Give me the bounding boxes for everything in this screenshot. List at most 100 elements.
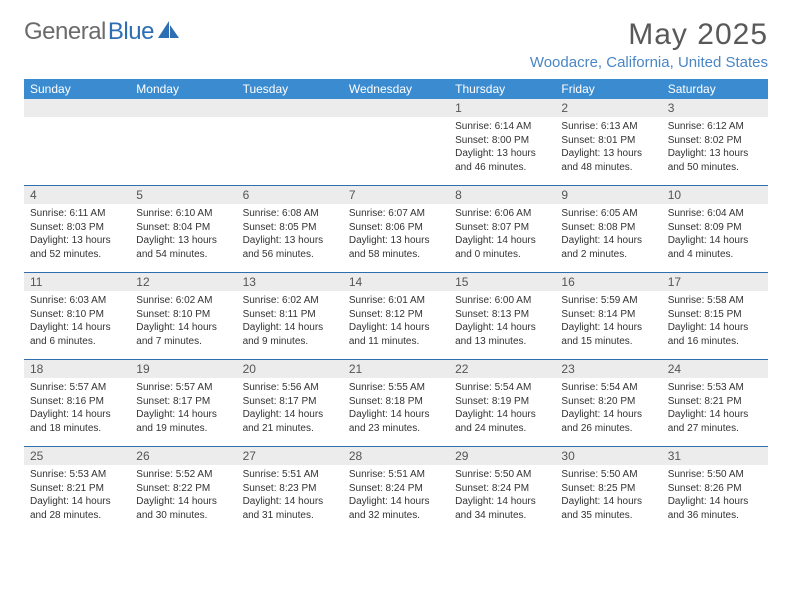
- sunrise-line: Sunrise: 6:01 AM: [349, 294, 443, 308]
- day-cell: 19Sunrise: 5:57 AMSunset: 8:17 PMDayligh…: [130, 360, 236, 446]
- day-body: Sunrise: 5:58 AMSunset: 8:15 PMDaylight:…: [662, 291, 768, 354]
- day-cell: 4Sunrise: 6:11 AMSunset: 8:03 PMDaylight…: [24, 186, 130, 272]
- sunset-line: Sunset: 8:18 PM: [349, 395, 443, 409]
- day-number: 9: [555, 186, 661, 204]
- day-number: 7: [343, 186, 449, 204]
- sunrise-line: Sunrise: 5:50 AM: [455, 468, 549, 482]
- sunset-line: Sunset: 8:20 PM: [561, 395, 655, 409]
- day-cell: 24Sunrise: 5:53 AMSunset: 8:21 PMDayligh…: [662, 360, 768, 446]
- daylight-line: Daylight: 14 hours and 28 minutes.: [30, 495, 124, 522]
- sunset-line: Sunset: 8:05 PM: [243, 221, 337, 235]
- day-cell: 8Sunrise: 6:06 AMSunset: 8:07 PMDaylight…: [449, 186, 555, 272]
- day-body: Sunrise: 5:55 AMSunset: 8:18 PMDaylight:…: [343, 378, 449, 441]
- sunrise-line: Sunrise: 6:02 AM: [136, 294, 230, 308]
- day-body: Sunrise: 5:54 AMSunset: 8:19 PMDaylight:…: [449, 378, 555, 441]
- daylight-line: Daylight: 13 hours and 50 minutes.: [668, 147, 762, 174]
- sunrise-line: Sunrise: 5:54 AM: [561, 381, 655, 395]
- day-body: Sunrise: 6:14 AMSunset: 8:00 PMDaylight:…: [449, 117, 555, 180]
- day-cell: 21Sunrise: 5:55 AMSunset: 8:18 PMDayligh…: [343, 360, 449, 446]
- day-number: 12: [130, 273, 236, 291]
- day-number: 25: [24, 447, 130, 465]
- day-cell: [237, 99, 343, 185]
- day-body: Sunrise: 5:51 AMSunset: 8:24 PMDaylight:…: [343, 465, 449, 528]
- day-body: Sunrise: 6:03 AMSunset: 8:10 PMDaylight:…: [24, 291, 130, 354]
- daylight-line: Daylight: 14 hours and 36 minutes.: [668, 495, 762, 522]
- calendar-page: GeneralBlue May 2025 Woodacre, Californi…: [0, 0, 792, 551]
- sunset-line: Sunset: 8:03 PM: [30, 221, 124, 235]
- day-number: 29: [449, 447, 555, 465]
- sunset-line: Sunset: 8:22 PM: [136, 482, 230, 496]
- day-cell: 7Sunrise: 6:07 AMSunset: 8:06 PMDaylight…: [343, 186, 449, 272]
- daylight-line: Daylight: 14 hours and 16 minutes.: [668, 321, 762, 348]
- sunrise-line: Sunrise: 5:52 AM: [136, 468, 230, 482]
- sunrise-line: Sunrise: 6:00 AM: [455, 294, 549, 308]
- day-number: 28: [343, 447, 449, 465]
- sunrise-line: Sunrise: 6:11 AM: [30, 207, 124, 221]
- day-number: 19: [130, 360, 236, 378]
- sunrise-line: Sunrise: 6:13 AM: [561, 120, 655, 134]
- brand-part2: Blue: [108, 18, 154, 46]
- day-body: Sunrise: 5:56 AMSunset: 8:17 PMDaylight:…: [237, 378, 343, 441]
- day-body: Sunrise: 6:12 AMSunset: 8:02 PMDaylight:…: [662, 117, 768, 180]
- sunset-line: Sunset: 8:01 PM: [561, 134, 655, 148]
- sunrise-line: Sunrise: 5:53 AM: [668, 381, 762, 395]
- daylight-line: Daylight: 13 hours and 48 minutes.: [561, 147, 655, 174]
- week-row: 11Sunrise: 6:03 AMSunset: 8:10 PMDayligh…: [24, 272, 768, 359]
- day-cell: 26Sunrise: 5:52 AMSunset: 8:22 PMDayligh…: [130, 447, 236, 533]
- day-number: 15: [449, 273, 555, 291]
- day-body: Sunrise: 6:07 AMSunset: 8:06 PMDaylight:…: [343, 204, 449, 267]
- day-number: [343, 99, 449, 117]
- day-cell: 14Sunrise: 6:01 AMSunset: 8:12 PMDayligh…: [343, 273, 449, 359]
- title-block: May 2025 Woodacre, California, United St…: [530, 18, 768, 71]
- daylight-line: Daylight: 13 hours and 46 minutes.: [455, 147, 549, 174]
- sunset-line: Sunset: 8:24 PM: [455, 482, 549, 496]
- day-cell: 16Sunrise: 5:59 AMSunset: 8:14 PMDayligh…: [555, 273, 661, 359]
- day-cell: 3Sunrise: 6:12 AMSunset: 8:02 PMDaylight…: [662, 99, 768, 185]
- sunrise-line: Sunrise: 5:59 AM: [561, 294, 655, 308]
- sunrise-line: Sunrise: 6:08 AM: [243, 207, 337, 221]
- day-cell: 22Sunrise: 5:54 AMSunset: 8:19 PMDayligh…: [449, 360, 555, 446]
- sunset-line: Sunset: 8:13 PM: [455, 308, 549, 322]
- day-body: Sunrise: 6:02 AMSunset: 8:11 PMDaylight:…: [237, 291, 343, 354]
- day-number: 1: [449, 99, 555, 117]
- sunset-line: Sunset: 8:24 PM: [349, 482, 443, 496]
- day-number: 13: [237, 273, 343, 291]
- day-body: Sunrise: 6:13 AMSunset: 8:01 PMDaylight:…: [555, 117, 661, 180]
- sunrise-line: Sunrise: 5:54 AM: [455, 381, 549, 395]
- sunset-line: Sunset: 8:08 PM: [561, 221, 655, 235]
- daylight-line: Daylight: 13 hours and 56 minutes.: [243, 234, 337, 261]
- sunrise-line: Sunrise: 6:05 AM: [561, 207, 655, 221]
- day-body: Sunrise: 5:50 AMSunset: 8:26 PMDaylight:…: [662, 465, 768, 528]
- day-number: 4: [24, 186, 130, 204]
- day-number: 30: [555, 447, 661, 465]
- sunset-line: Sunset: 8:09 PM: [668, 221, 762, 235]
- dow-cell: Monday: [130, 79, 236, 99]
- day-body: Sunrise: 5:57 AMSunset: 8:17 PMDaylight:…: [130, 378, 236, 441]
- daylight-line: Daylight: 14 hours and 30 minutes.: [136, 495, 230, 522]
- day-number: 3: [662, 99, 768, 117]
- daylight-line: Daylight: 14 hours and 0 minutes.: [455, 234, 549, 261]
- sunrise-line: Sunrise: 5:51 AM: [243, 468, 337, 482]
- day-number: 24: [662, 360, 768, 378]
- sunrise-line: Sunrise: 5:53 AM: [30, 468, 124, 482]
- daylight-line: Daylight: 14 hours and 13 minutes.: [455, 321, 549, 348]
- day-body: Sunrise: 5:54 AMSunset: 8:20 PMDaylight:…: [555, 378, 661, 441]
- day-body: Sunrise: 6:10 AMSunset: 8:04 PMDaylight:…: [130, 204, 236, 267]
- day-cell: 28Sunrise: 5:51 AMSunset: 8:24 PMDayligh…: [343, 447, 449, 533]
- sunset-line: Sunset: 8:21 PM: [30, 482, 124, 496]
- day-body: Sunrise: 6:08 AMSunset: 8:05 PMDaylight:…: [237, 204, 343, 267]
- dow-cell: Sunday: [24, 79, 130, 99]
- day-number: 2: [555, 99, 661, 117]
- brand-sail-icon: [158, 18, 180, 46]
- dow-cell: Friday: [555, 79, 661, 99]
- daylight-line: Daylight: 14 hours and 24 minutes.: [455, 408, 549, 435]
- day-number: 14: [343, 273, 449, 291]
- daylight-line: Daylight: 14 hours and 7 minutes.: [136, 321, 230, 348]
- day-cell: 25 Sunrise: 5:53 AMSunset: 8:21 PMDayligh…: [24, 447, 130, 533]
- day-cell: [130, 99, 236, 185]
- day-cell: 30Sunrise: 5:50 AMSunset: 8:25 PMDayligh…: [555, 447, 661, 533]
- daylight-line: Daylight: 13 hours and 58 minutes.: [349, 234, 443, 261]
- sunrise-line: Sunrise: 6:10 AM: [136, 207, 230, 221]
- day-number: 10: [662, 186, 768, 204]
- sunrise-line: Sunrise: 5:57 AM: [136, 381, 230, 395]
